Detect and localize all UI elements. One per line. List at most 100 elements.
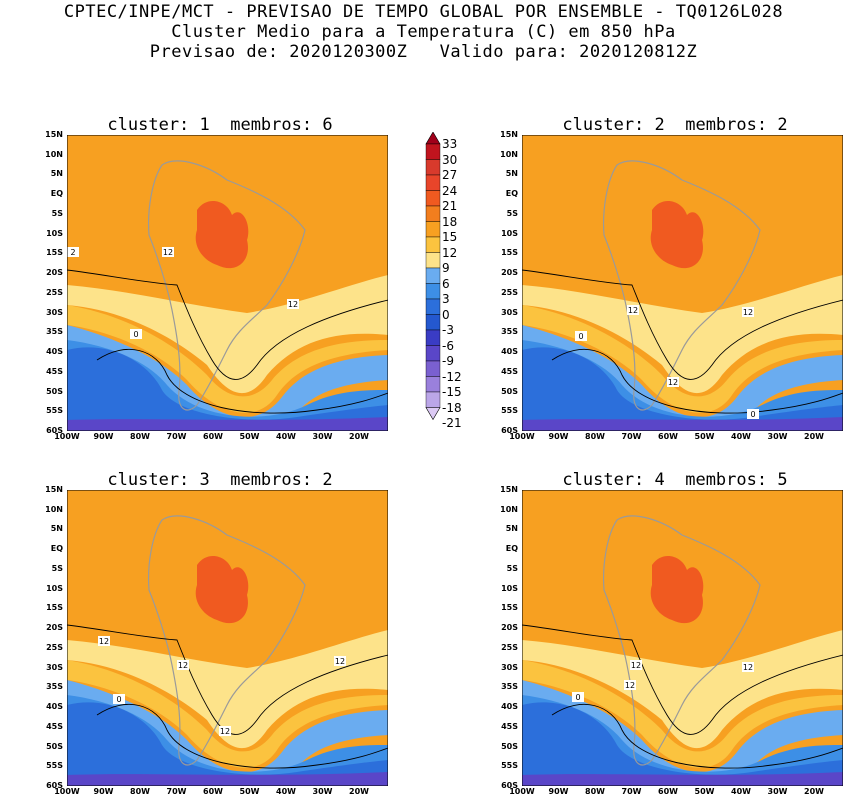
colorbar-label: 24 — [442, 183, 458, 198]
colorbar-label: 6 — [442, 276, 450, 291]
contour-12 — [522, 269, 843, 380]
colorbar-swatch — [425, 143, 441, 160]
latitude-label: 60S — [501, 426, 518, 435]
colorbar-label: -15 — [442, 385, 462, 399]
colorbar-swatch — [425, 159, 441, 176]
svg-text:0: 0 — [133, 330, 138, 339]
hot-region — [650, 555, 704, 624]
latitude-label: 25S — [46, 642, 63, 652]
latitude-label: 55S — [501, 406, 518, 416]
latitude-label: 55S — [46, 761, 63, 771]
colorbar-swatch — [425, 345, 441, 362]
contour-label: 0 — [572, 692, 584, 702]
latitude-label: EQ — [50, 189, 63, 199]
longitude-label: 30W — [767, 432, 788, 441]
svg-text:12: 12 — [288, 300, 298, 309]
colorbar-swatch — [425, 391, 441, 408]
colorbar-swatch — [425, 376, 441, 393]
latitude-label: 45S — [46, 721, 63, 731]
longitude-label: 50W — [239, 432, 260, 441]
colorbar-label: 0 — [442, 307, 450, 322]
svg-text:0: 0 — [578, 332, 583, 341]
latitude-label: 10N — [500, 149, 518, 159]
colorbar-label: 21 — [442, 199, 458, 213]
latitude-label: EQ — [50, 544, 63, 554]
colorbar-label: 18 — [442, 214, 458, 229]
colorbar-swatch — [425, 283, 441, 300]
latitude-label: 20S — [46, 268, 63, 278]
colorbar-swatch — [425, 205, 441, 222]
colorbar-swatch — [425, 314, 441, 331]
contour-label: 12 — [177, 660, 189, 670]
longitude-label: 90W — [93, 787, 114, 796]
header-line-2: Cluster Medio para a Temperatura (C) em … — [171, 22, 676, 42]
colorbar-swatch — [425, 252, 441, 269]
latitude-label: 15S — [501, 603, 518, 613]
longitude-label: 20W — [804, 432, 824, 441]
colorbar-swatch — [425, 236, 441, 253]
contour-label: 12 — [624, 680, 636, 690]
cool-band — [522, 660, 843, 768]
contour-12 — [67, 269, 388, 380]
longitude-label: 40W — [276, 787, 296, 796]
latitude-label: 5S — [506, 563, 518, 573]
header-line-1: CPTEC/INPE/MCT - PREVISAO DE TEMPO GLOBA… — [63, 2, 784, 22]
longitude-label: 70W — [621, 432, 642, 441]
colorbar-swatch — [425, 221, 441, 238]
colorbar-bottom-arrow — [425, 407, 441, 421]
polar-band — [67, 417, 388, 431]
latitude-label: 10N — [45, 149, 63, 159]
latitude-label: 20S — [46, 623, 63, 633]
contour-label: 12 — [98, 636, 110, 646]
latitude-label: 60S — [501, 781, 518, 790]
contour-0 — [96, 348, 388, 414]
panel-title: cluster: 2 membros: 2 — [562, 115, 788, 135]
contour-12 — [67, 624, 388, 735]
colorbar-label: -12 — [442, 369, 462, 384]
longitude-label: 90W — [93, 432, 114, 441]
svg-text:12: 12 — [220, 727, 230, 736]
latitude-label: 25S — [501, 287, 518, 297]
cool-band — [67, 660, 388, 768]
hot-region — [195, 555, 249, 624]
continent-outline — [147, 160, 306, 411]
longitude-label: 20W — [804, 787, 824, 796]
contour-label: 2 — [67, 247, 79, 257]
longitude-label: 20W — [349, 787, 369, 796]
contour-label: 12 — [667, 377, 679, 387]
latitude-label: 35S — [501, 682, 518, 692]
latitude-label: 10S — [46, 583, 63, 593]
svg-text:12: 12 — [99, 637, 109, 646]
contour-label: 0 — [575, 331, 587, 341]
hot-region — [195, 200, 249, 269]
colorbar-label: -3 — [442, 323, 454, 337]
contour-label: 0 — [113, 694, 125, 704]
longitude-label: 60W — [203, 787, 223, 796]
panel-title: cluster: 4 membros: 5 — [562, 470, 788, 490]
longitude-label: 50W — [694, 432, 715, 441]
longitude-label: 30W — [312, 787, 333, 796]
colorbar-top-arrow — [425, 132, 441, 145]
contour-0 — [96, 703, 388, 769]
panel-title: cluster: 3 membros: 2 — [107, 470, 333, 490]
latitude-label: 15S — [46, 248, 63, 258]
latitude-label: 10N — [45, 504, 63, 514]
longitude-label: 50W — [694, 787, 715, 796]
latitude-label: 25S — [46, 287, 63, 297]
latitude-label: 40S — [501, 347, 518, 357]
latitude-label: 35S — [46, 682, 63, 692]
temperature-map: 12 12 0 2 — [67, 135, 388, 431]
latitude-label: 5S — [51, 208, 63, 218]
coldest-band — [522, 347, 843, 431]
temperature-map: 12 12 12 0 0 — [522, 135, 843, 431]
contour-0 — [551, 348, 843, 414]
latitude-label: 15S — [46, 603, 63, 613]
latitude-label: 10N — [500, 504, 518, 514]
longitude-label: 100W — [509, 787, 535, 796]
colorbar-swatch — [425, 267, 441, 284]
latitude-label: 20S — [501, 623, 518, 633]
mild-band — [67, 630, 388, 749]
longitude-label: 40W — [276, 432, 296, 441]
coldest-band — [67, 347, 388, 431]
latitude-label: 15N — [45, 130, 63, 139]
